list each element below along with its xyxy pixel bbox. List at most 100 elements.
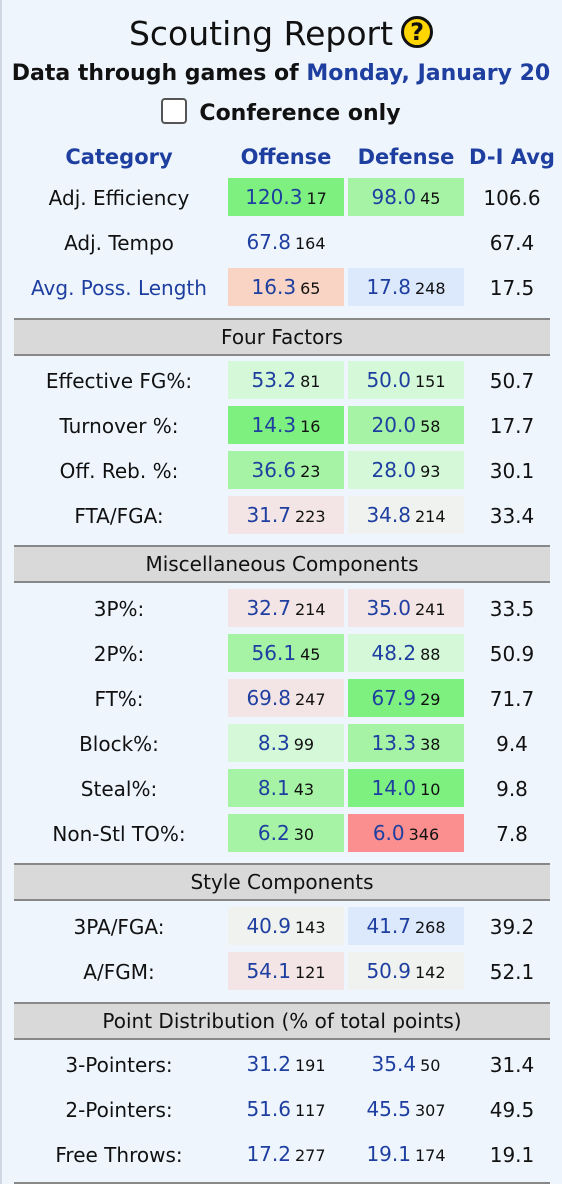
d1-avg-value: 71.7 bbox=[489, 687, 535, 711]
def-cell: 34.8 214 bbox=[348, 496, 464, 534]
table-row: Avg. Poss. Length 16.3 65 17.8 248 17.5 bbox=[0, 268, 562, 308]
def-value[interactable]: 28.0 bbox=[371, 458, 417, 482]
off-value[interactable]: 31.7 bbox=[246, 503, 291, 527]
row-label: Non-Stl TO%: bbox=[52, 822, 186, 846]
def-cell: 35.4 50 bbox=[348, 1045, 464, 1083]
off-rank: 16 bbox=[300, 417, 321, 436]
off-cell: 56.1 45 bbox=[228, 634, 344, 672]
def-value[interactable]: 67.9 bbox=[371, 686, 417, 710]
d1-avg-value: 49.5 bbox=[489, 1098, 535, 1122]
section-header-style: Style Components bbox=[14, 863, 550, 901]
def-cell: 35.0 241 bbox=[348, 589, 464, 627]
d1-avg-value: 9.8 bbox=[496, 777, 528, 801]
off-value[interactable]: 56.1 bbox=[251, 641, 297, 665]
def-cell: 67.9 29 bbox=[348, 679, 464, 717]
off-value[interactable]: 54.1 bbox=[246, 959, 291, 983]
off-value[interactable]: 40.9 bbox=[246, 914, 291, 938]
off-rank: 247 bbox=[294, 690, 326, 709]
off-rank: 277 bbox=[294, 1146, 326, 1165]
def-rank: 174 bbox=[414, 1146, 446, 1165]
off-value[interactable]: 14.3 bbox=[251, 413, 297, 437]
def-value[interactable]: 50.9 bbox=[366, 959, 411, 983]
def-value[interactable]: 50.0 bbox=[366, 368, 411, 392]
off-cell: 51.6 117 bbox=[228, 1090, 344, 1128]
off-value[interactable]: 32.7 bbox=[246, 596, 291, 620]
def-rank: 214 bbox=[414, 507, 446, 526]
off-value[interactable]: 8.3 bbox=[257, 731, 290, 755]
off-value[interactable]: 51.6 bbox=[246, 1097, 291, 1121]
off-value[interactable]: 69.8 bbox=[246, 686, 291, 710]
title-text: Scouting Report bbox=[128, 14, 394, 53]
header-offense[interactable]: Offense bbox=[240, 145, 332, 169]
off-value[interactable]: 120.3 bbox=[245, 185, 303, 209]
row-label: Adj. Efficiency bbox=[48, 186, 190, 210]
conference-only-checkbox[interactable] bbox=[161, 98, 188, 124]
def-value[interactable]: 35.4 bbox=[371, 1052, 417, 1076]
off-value[interactable]: 31.2 bbox=[246, 1052, 291, 1076]
row-label: Turnover %: bbox=[59, 414, 179, 438]
d1-avg-value: 31.4 bbox=[489, 1053, 535, 1077]
off-value[interactable]: 67.8 bbox=[246, 230, 291, 254]
def-value[interactable]: 35.0 bbox=[366, 596, 411, 620]
off-value[interactable]: 6.2 bbox=[257, 821, 290, 845]
header-defense[interactable]: Defense bbox=[357, 145, 455, 169]
def-value[interactable]: 14.0 bbox=[371, 776, 417, 800]
table-row: 3P%: 32.7 214 35.0 241 33.5 bbox=[0, 589, 562, 629]
d1-avg-value: 33.4 bbox=[489, 504, 535, 528]
def-rank: 346 bbox=[408, 825, 440, 844]
off-rank: 143 bbox=[294, 918, 326, 937]
row-label: Block%: bbox=[79, 732, 159, 756]
off-value[interactable]: 16.3 bbox=[251, 275, 297, 299]
off-rank: 223 bbox=[294, 507, 326, 526]
row-label: Effective FG%: bbox=[45, 369, 193, 393]
off-value[interactable]: 8.1 bbox=[257, 776, 290, 800]
def-rank: 50 bbox=[420, 1056, 441, 1075]
date-link[interactable]: Monday, January 20 bbox=[306, 61, 551, 86]
off-cell: 40.9 143 bbox=[228, 907, 344, 945]
section-header-four-factors: Four Factors bbox=[14, 318, 550, 356]
page-border bbox=[0, 0, 2, 1184]
def-cell: 19.1 174 bbox=[348, 1135, 464, 1173]
header-d1-avg[interactable]: D-I Avg bbox=[469, 145, 555, 169]
table-row: Free Throws: 17.2 277 19.1 174 19.1 bbox=[0, 1135, 562, 1175]
def-value[interactable]: 98.0 bbox=[371, 185, 417, 209]
d1-avg-value: 52.1 bbox=[489, 960, 535, 984]
table-row: Non-Stl TO%: 6.2 30 6.0 346 7.8 bbox=[0, 814, 562, 854]
row-label: FTA/FGA: bbox=[74, 504, 164, 528]
question-mark-icon[interactable]: ? bbox=[401, 15, 434, 48]
def-rank: 29 bbox=[420, 690, 441, 709]
d1-avg-value: 9.4 bbox=[496, 732, 528, 756]
off-rank: 23 bbox=[300, 462, 321, 481]
table-row: Off. Reb. %: 36.6 23 28.0 93 30.1 bbox=[0, 451, 562, 491]
off-value[interactable]: 53.2 bbox=[251, 368, 297, 392]
def-value[interactable]: 17.8 bbox=[366, 275, 411, 299]
row-label: 3PA/FGA: bbox=[73, 915, 165, 939]
off-value[interactable]: 17.2 bbox=[246, 1142, 291, 1166]
def-cell: 20.0 58 bbox=[348, 406, 464, 444]
off-rank: 121 bbox=[294, 963, 326, 982]
off-value[interactable]: 36.6 bbox=[251, 458, 297, 482]
def-value[interactable]: 34.8 bbox=[366, 503, 411, 527]
def-value[interactable]: 20.0 bbox=[371, 413, 417, 437]
header-category[interactable]: Category bbox=[65, 145, 173, 169]
def-cell: 45.5 307 bbox=[348, 1090, 464, 1128]
def-value[interactable]: 48.2 bbox=[371, 641, 417, 665]
off-cell: 8.3 99 bbox=[228, 724, 344, 762]
def-value[interactable]: 13.3 bbox=[371, 731, 417, 755]
page-title: Scouting Report? bbox=[0, 14, 562, 54]
row-label: A/FGM: bbox=[83, 960, 155, 984]
off-cell: 54.1 121 bbox=[228, 952, 344, 990]
def-rank: 93 bbox=[420, 462, 441, 481]
def-value[interactable]: 6.0 bbox=[372, 821, 405, 845]
conference-only-toggle[interactable]: Conference only bbox=[0, 98, 562, 130]
def-value[interactable]: 19.1 bbox=[366, 1142, 411, 1166]
row-label[interactable]: Avg. Poss. Length bbox=[31, 276, 207, 300]
row-label: Steal%: bbox=[80, 777, 158, 801]
off-cell: 120.3 17 bbox=[228, 178, 344, 216]
data-date-line: Data through games of Monday, January 20 bbox=[0, 58, 562, 90]
conference-only-label: Conference only bbox=[199, 101, 401, 126]
def-value[interactable]: 45.5 bbox=[366, 1097, 411, 1121]
def-value[interactable]: 41.7 bbox=[366, 914, 411, 938]
d1-avg-value: 30.1 bbox=[489, 459, 535, 483]
